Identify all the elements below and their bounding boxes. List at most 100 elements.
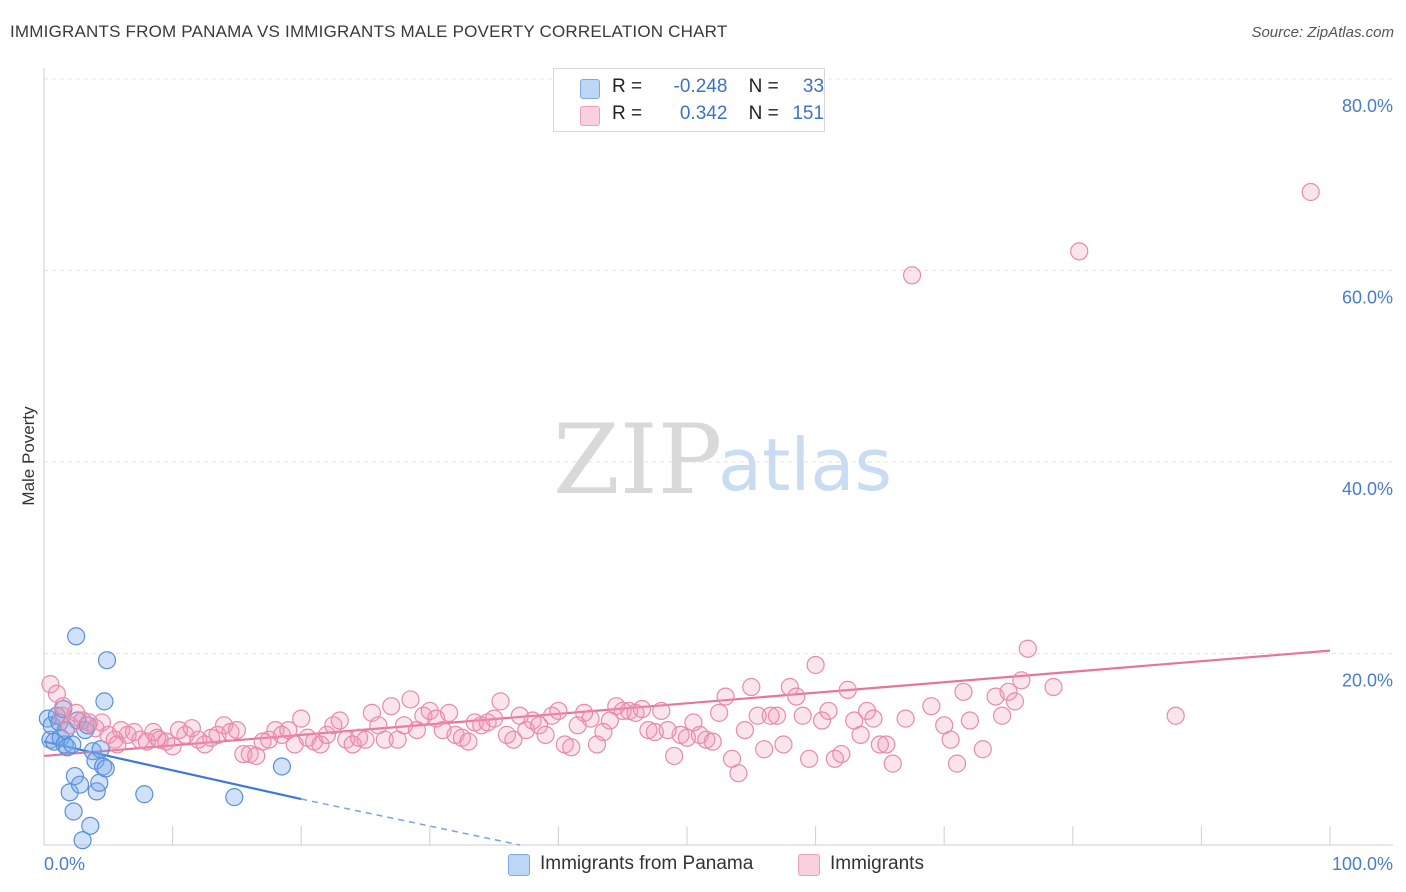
data-point — [225, 788, 244, 807]
data-point — [356, 730, 375, 749]
data-point — [742, 677, 761, 697]
data-point — [58, 738, 77, 757]
data-point — [382, 697, 401, 716]
watermark-atlas: atlas — [718, 423, 892, 507]
data-point — [292, 709, 311, 728]
data-point — [55, 735, 74, 754]
data-point — [954, 682, 973, 701]
data-point — [947, 754, 967, 773]
data-point — [317, 725, 337, 744]
data-point — [549, 701, 568, 721]
y-tick-label: 40.0% — [1342, 479, 1393, 499]
data-point — [581, 709, 600, 728]
data-point — [787, 687, 806, 706]
data-point — [851, 725, 870, 744]
data-point — [375, 730, 394, 749]
series-swatch-blue — [508, 854, 530, 876]
data-point — [665, 746, 684, 766]
data-point — [761, 706, 780, 725]
data-point — [70, 775, 90, 794]
data-point — [52, 706, 72, 725]
data-point — [1301, 182, 1320, 202]
data-point — [883, 754, 902, 773]
data-point — [755, 740, 774, 759]
x-tick-label: 0.0% — [44, 854, 85, 874]
data-point — [81, 816, 100, 835]
watermark: ZIP atlas — [553, 404, 892, 516]
series-legend: Immigrants from Panama Immigrants — [0, 850, 1406, 880]
trend-lines — [43, 649, 1331, 846]
data-point — [999, 682, 1018, 701]
y-axis-label: Male Poverty — [19, 406, 38, 506]
legend-r-label: R = — [612, 103, 643, 124]
data-point — [992, 706, 1012, 725]
data-point — [485, 709, 504, 728]
data-point — [902, 266, 922, 285]
data-point — [97, 651, 117, 670]
data-point — [703, 732, 722, 751]
correlation-legend: R = -0.248 N = 33 R = 0.342 N = 151 — [553, 68, 825, 132]
data-point — [838, 680, 857, 699]
data-point — [812, 711, 832, 730]
series-label-immigrants: Immigrants — [830, 853, 924, 874]
data-point — [774, 735, 793, 754]
y-tick-label: 60.0% — [1342, 288, 1393, 308]
data-point — [67, 627, 86, 646]
chart-title: IMMIGRANTS FROM PANAMA VS IMMIGRANTS MAL… — [10, 22, 728, 41]
data-point — [311, 735, 330, 754]
legend-r-value: -0.248 — [673, 76, 728, 97]
data-point — [504, 730, 523, 749]
data-point — [697, 730, 716, 749]
data-points — [38, 182, 1320, 850]
data-point — [960, 711, 980, 730]
data-point — [870, 735, 890, 754]
data-point — [94, 757, 113, 776]
data-point — [135, 785, 154, 804]
data-point — [973, 740, 992, 759]
data-point — [864, 709, 883, 728]
trend-line-panama-extension — [301, 798, 520, 846]
data-point — [877, 735, 896, 754]
data-point — [240, 744, 259, 764]
data-point — [1012, 671, 1031, 690]
y-tick-label: 20.0% — [1342, 671, 1393, 691]
legend-n-label: N = — [748, 103, 779, 124]
data-point — [330, 711, 349, 730]
source-label: Source: ZipAtlas.com — [1251, 24, 1394, 41]
data-point — [65, 766, 84, 786]
data-point — [780, 677, 799, 697]
data-point — [163, 737, 182, 756]
data-point — [896, 709, 915, 728]
data-point — [459, 732, 478, 751]
data-point — [1044, 677, 1063, 697]
data-point — [632, 699, 652, 719]
data-point — [182, 719, 201, 738]
data-point — [1005, 692, 1025, 711]
data-point — [639, 720, 658, 740]
legend-r-label: R = — [612, 76, 643, 97]
data-point — [652, 701, 671, 721]
legend-n-value: 33 — [802, 76, 825, 97]
data-point — [735, 720, 754, 740]
data-point — [95, 692, 114, 711]
data-point — [562, 738, 581, 757]
data-point — [716, 687, 735, 706]
data-point — [832, 744, 851, 764]
data-point — [1070, 242, 1089, 261]
series-immigrants-points — [41, 182, 1320, 783]
data-point — [41, 675, 60, 694]
data-point — [96, 759, 115, 778]
watermark-zip: ZIP — [553, 404, 722, 516]
data-point — [530, 716, 549, 735]
data-point — [819, 701, 838, 721]
series-label-panama: Immigrants from Panama — [540, 853, 754, 874]
grid — [44, 78, 1393, 654]
data-point — [806, 655, 825, 675]
data-point — [64, 802, 83, 821]
x-tick-label: 100.0% — [1332, 854, 1393, 874]
legend-r-value: 0.342 — [679, 103, 728, 124]
data-point — [60, 783, 79, 802]
data-point — [227, 720, 246, 740]
data-point — [491, 692, 510, 711]
data-point — [439, 703, 459, 722]
